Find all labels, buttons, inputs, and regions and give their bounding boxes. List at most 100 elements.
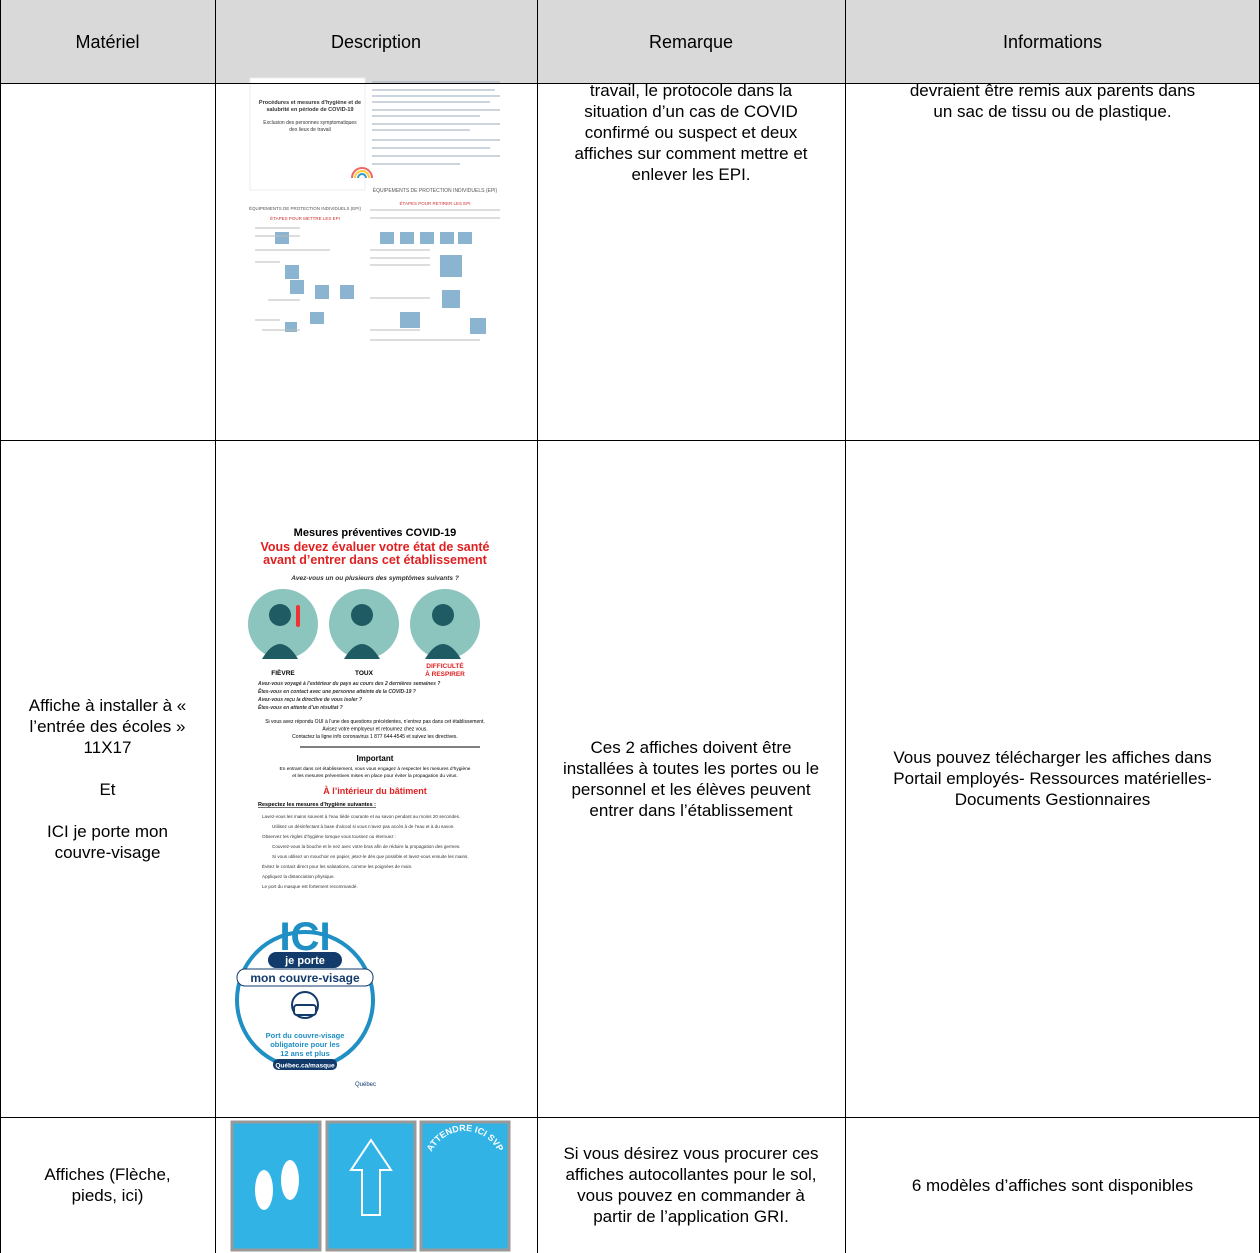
- poster-text: Évitez le contact direct pour les saluta…: [262, 863, 412, 869]
- symptom-label: FIÈVRE: [271, 668, 295, 677]
- badge-port: obligatoire pour les: [270, 1040, 340, 1049]
- col-border: [845, 0, 846, 1253]
- header-cell: Remarque: [537, 0, 845, 84]
- row-border: [0, 83, 1260, 84]
- cell: Affiches (Flèche, pieds, ici): [0, 1117, 215, 1253]
- poster-text: Êtes-vous en attente d’un résultat ?: [258, 703, 343, 711]
- badge-pill: [268, 952, 342, 968]
- header-cell: Informations: [845, 0, 1260, 84]
- header-text: Description: [330, 31, 422, 52]
- doc-page: [249, 77, 366, 191]
- header-text: Informations: [1002, 31, 1103, 52]
- poster-question: Avez-vous un ou plusieurs des symptômes …: [290, 575, 459, 582]
- cell: Ces 2 affiches doivent être installées à…: [537, 440, 845, 1117]
- epi-step: ÉTAPES POUR RETIRER LES EPI: [400, 200, 471, 206]
- badge-port: Port du couvre-visage: [266, 1031, 345, 1040]
- rainbow: [351, 167, 373, 179]
- header-cell: Description: [215, 0, 537, 84]
- cell-text: Vous pouvez télécharger les affiches dan…: [893, 748, 1212, 767]
- header-cell: Matériel: [0, 0, 215, 84]
- cell-text: Affiches (Flèche, pieds, ici): [44, 1165, 171, 1205]
- cell-text: ICI je porte mon couvre-visage: [47, 821, 168, 862]
- poster: Mesures préventives COVID-19 Vous devez …: [235, 527, 490, 1088]
- poster-text: Lavez-vous les mains souvent à l’eau tiè…: [262, 814, 460, 819]
- doc-title: Procédures et mesures d'hygiène et de: [259, 100, 361, 106]
- badge-text: mon couvre-visage: [250, 971, 360, 985]
- text-lines: [255, 209, 500, 341]
- cell: travail, le protocole dans la situation …: [537, 80, 845, 440]
- cell-text: 6 modèles d’affiches sont disponibles: [911, 1175, 1194, 1195]
- symptom-label: À RESPIRER: [425, 669, 465, 678]
- poster-text: Observez les règles d’hygiène lorsque vo…: [262, 834, 396, 839]
- row-border: [0, 1117, 1260, 1118]
- header-text: Matériel: [75, 31, 140, 52]
- doc-subtitle: Exclusion des personnes symptomatiques: [263, 120, 357, 126]
- badge-url: Québec.ca/masque: [275, 1063, 335, 1070]
- poster-text: Appliquez la distanciation physique.: [262, 874, 335, 879]
- poster-text: Le port du masque est fortement recomman…: [262, 884, 358, 889]
- sticker-feet: [230, 1120, 322, 1252]
- quebec-logo: Québec: [355, 1082, 376, 1088]
- col-border: [215, 0, 216, 1253]
- col-border: [0, 0, 1, 1253]
- badge-port: 12 ans et plus: [280, 1049, 330, 1058]
- cell: devraient être remis aux parents dans un…: [845, 80, 1260, 440]
- poster-text: En entrant dans cet établissement, vous …: [280, 766, 471, 772]
- poster-text: Si vous utilisez un mouchoir en papier, …: [272, 854, 469, 859]
- badge-ici: ICI: [279, 915, 330, 959]
- symptom-label: TOUX: [355, 670, 374, 677]
- figures: [262, 604, 461, 659]
- epi-title: ÉQUIPEMENTS DE PROTECTION INDIVIDUELS (E…: [373, 187, 498, 194]
- cell: Affiche à installer à « l’entrée des éco…: [0, 440, 215, 1117]
- text-lines: [372, 81, 500, 165]
- poster-text: Contactez la ligne info coronavirus 1 87…: [292, 734, 458, 740]
- mask-icon: [293, 1004, 317, 1016]
- cell-text: Et: [99, 779, 116, 799]
- badge-pill: [236, 968, 374, 987]
- mask-icon: [291, 991, 319, 1019]
- poster-text: Couvrez-vous la bouche et le nez avec vo…: [272, 844, 460, 849]
- arrow: [349, 1138, 393, 1216]
- sticker-ici: [419, 1120, 511, 1252]
- thermometer: [296, 605, 300, 627]
- doc-title: salubrité en période de COVID-19: [266, 107, 353, 113]
- poster-text: Si vous avez répondu OUI à l’une des que…: [265, 719, 485, 725]
- row-border: [0, 440, 1260, 441]
- epi-icons: [275, 232, 486, 334]
- sticker-arrow: [325, 1120, 417, 1252]
- poster-text: Êtes-vous en contact avec une personne a…: [258, 687, 416, 695]
- cell-text: Portail employés- Ressources matérielles…: [893, 769, 1212, 809]
- poster-text: Avez-vous reçu la directive de vous isol…: [257, 697, 362, 703]
- col-border: [537, 0, 538, 1253]
- epi-step: ÉTAPES POUR METTRE LES EPI: [270, 215, 340, 221]
- poster-title: Mesures préventives COVID-19: [294, 527, 457, 539]
- badge-text: je porte: [284, 955, 325, 967]
- poster-text: Avez-vous voyagé à l’extérieur du pays a…: [257, 681, 440, 687]
- poster-text: Avisez votre employeur et retournez chez…: [322, 727, 427, 733]
- badge-pill: [273, 1059, 337, 1070]
- cell-text: Affiche à installer à « l’entrée des éco…: [28, 695, 187, 757]
- cell: Vous pouvez télécharger les affiches dan…: [845, 440, 1260, 1117]
- stickers: ATTENDRE ICI SVP: [230, 1120, 511, 1252]
- epi-title: ÉQUIPEMENTS DE PROTECTION INDIVIDUELS (E…: [249, 205, 362, 211]
- cell-text: devraient être remis aux parents dans un…: [909, 81, 1196, 121]
- poster-text: et les mesures préventives mises en plac…: [292, 773, 458, 779]
- symptom-label: DIFFICULTÉ: [426, 661, 464, 670]
- cell-text: Si vous désirez vous procurer ces affich…: [563, 1144, 819, 1226]
- poster-warning: Vous devez évaluer votre état de santé: [260, 540, 489, 554]
- cell-text: Ces 2 affiches doivent être installées à…: [562, 737, 820, 820]
- poster-inside: À l’intérieur du bâtiment: [323, 786, 427, 796]
- poster-warning: avant d’entrer dans cet établissement: [263, 553, 488, 567]
- doc-subtitle: des lieux de travail: [289, 127, 330, 133]
- rainbow: [357, 173, 367, 179]
- hygiene-title: Respectez les mesures d’hygiène suivante…: [258, 802, 376, 808]
- epi-thumbnail: Procédures et mesures d'hygiène et de sa…: [249, 77, 500, 341]
- cell: 6 modèles d’affiches sont disponibles: [845, 1117, 1260, 1253]
- cell-text: travail, le protocole dans la situation …: [574, 81, 808, 184]
- rainbow: [354, 170, 370, 179]
- poster-important: Important: [357, 754, 394, 763]
- cell: Si vous désirez vous procurer ces affich…: [537, 1117, 845, 1253]
- header-text: Remarque: [648, 31, 734, 52]
